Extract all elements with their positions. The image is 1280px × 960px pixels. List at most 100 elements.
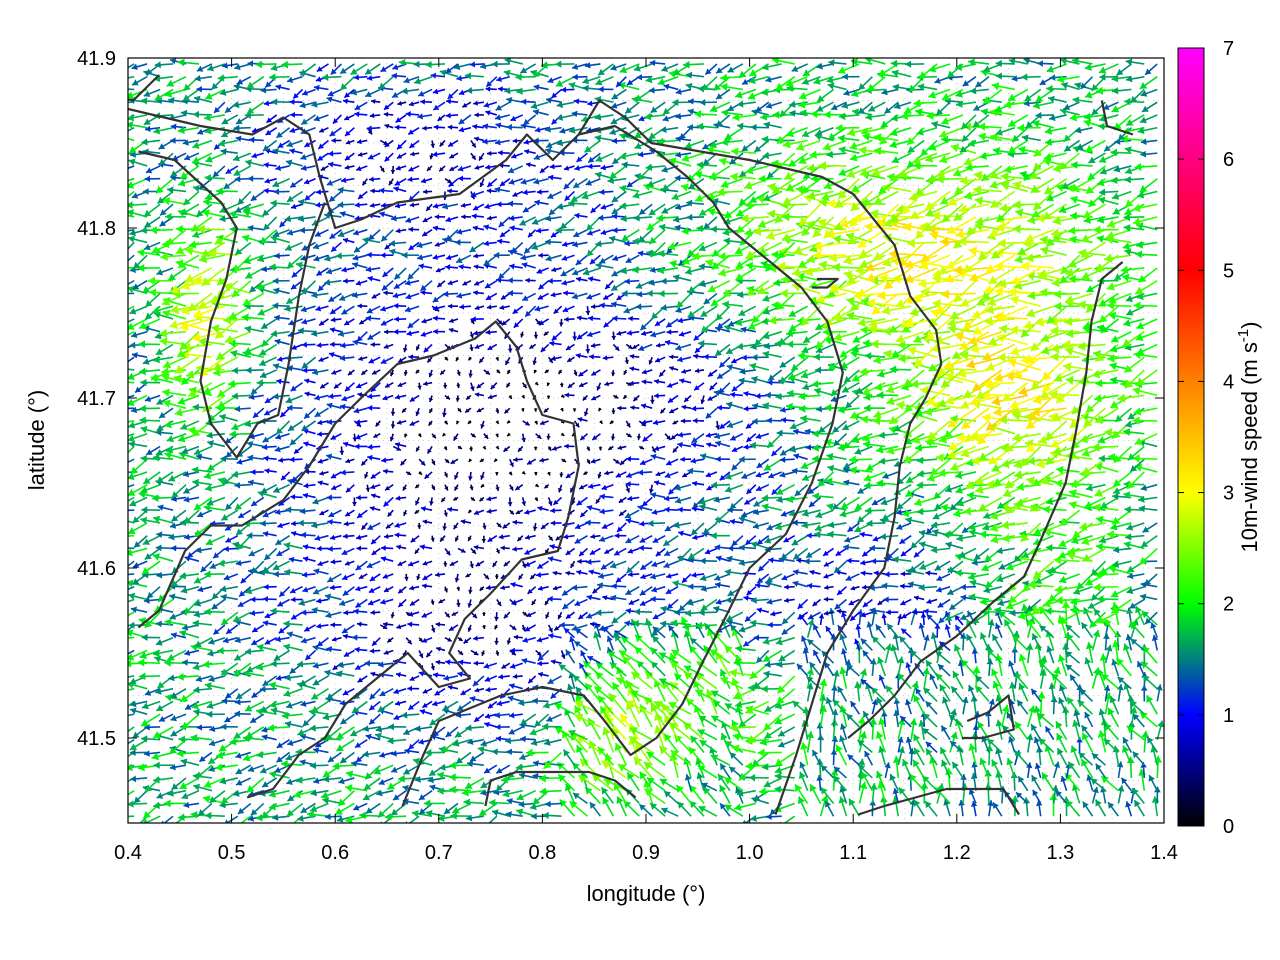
wind-arrow <box>441 700 459 712</box>
wind-arrow <box>797 611 809 620</box>
wind-arrow <box>275 636 290 643</box>
wind-arrow <box>883 596 899 603</box>
wind-arrow-head <box>944 767 953 775</box>
wind-arrow-head <box>411 809 419 818</box>
wind-arrow-head <box>205 811 212 820</box>
wind-arrow-head <box>1011 795 1019 802</box>
wind-arrow-head <box>391 808 399 816</box>
wind-arrow-head <box>234 698 241 706</box>
wind-arrow <box>304 649 317 661</box>
wind-arrow <box>484 721 498 728</box>
wind-arrow <box>197 802 213 817</box>
wind-arrow <box>565 649 576 664</box>
wind-arrow-head <box>395 700 401 706</box>
wind-arrow <box>665 586 679 595</box>
wind-arrow <box>886 623 899 639</box>
wind-arrow-head <box>612 682 620 691</box>
wind-arrow <box>926 613 938 626</box>
wind-arrow <box>285 700 303 709</box>
wind-arrow <box>373 764 394 775</box>
wind-arrow <box>757 748 782 757</box>
wind-arrow <box>860 637 873 652</box>
wind-arrow-head <box>1082 801 1089 809</box>
wind-arrow-shaft <box>128 751 135 758</box>
wind-arrow-head <box>116 781 123 788</box>
wind-arrow <box>255 813 277 822</box>
wind-arrow-head <box>861 771 869 780</box>
wind-arrow <box>283 620 303 628</box>
wind-arrow-head <box>404 576 409 581</box>
wind-arrow <box>901 611 912 619</box>
wind-arrow <box>272 814 290 821</box>
wind-arrow <box>421 700 433 709</box>
wind-arrow <box>494 624 499 630</box>
wind-arrow-head <box>247 815 255 822</box>
wind-arrow <box>696 772 705 791</box>
wind-arrow-head <box>116 802 122 809</box>
wind-arrow <box>367 598 381 606</box>
wind-arrow <box>1093 582 1119 592</box>
wind-arrow-head <box>498 674 504 680</box>
wind-arrow-head <box>1045 607 1052 615</box>
wind-arrow <box>905 699 912 715</box>
wind-arrow-head <box>496 700 503 707</box>
wind-arrow-head <box>427 776 434 784</box>
wind-arrow <box>235 688 252 700</box>
wind-arrow <box>862 598 873 608</box>
wind-arrow-head <box>506 748 513 756</box>
wind-arrow <box>362 750 381 758</box>
wind-arrow <box>824 661 835 677</box>
wind-arrow <box>714 581 731 589</box>
wind-arrow-head <box>537 660 542 667</box>
wind-arrow-head <box>634 608 641 616</box>
wind-arrow-head <box>1060 776 1067 783</box>
wind-arrow <box>467 624 472 632</box>
wind-arrow <box>650 595 666 603</box>
wind-arrow-head <box>535 571 542 578</box>
wind-arrow <box>460 688 472 696</box>
wind-arrow <box>539 787 562 796</box>
wind-arrow-head <box>659 778 668 786</box>
wind-arrow-head <box>725 596 732 604</box>
wind-arrow <box>217 559 238 567</box>
wind-arrow-head <box>892 788 899 795</box>
wind-arrow <box>825 697 835 715</box>
wind-arrow-head <box>968 788 975 795</box>
wind-arrow-head <box>128 800 134 808</box>
wind-arrow <box>920 612 927 626</box>
wind-arrow <box>846 713 860 728</box>
wind-arrow <box>480 738 498 747</box>
wind-arrow-head <box>861 584 867 590</box>
wind-arrow <box>812 649 822 664</box>
wind-arrow <box>344 560 355 566</box>
wind-arrow-head <box>1049 793 1058 801</box>
wind-arrow <box>643 761 666 779</box>
wind-arrow <box>995 719 1003 740</box>
wind-arrow-shaft <box>408 815 420 823</box>
wind-arrow <box>923 608 938 615</box>
wind-arrow <box>944 624 951 638</box>
wind-arrow-head <box>839 667 847 675</box>
wind-arrow-head <box>644 788 653 797</box>
wind-arrow <box>542 811 562 820</box>
wind-arrow <box>397 560 407 567</box>
wind-arrow-head <box>325 611 332 619</box>
wind-arrow-head <box>506 797 513 805</box>
wind-arrow <box>871 635 886 651</box>
wind-arrow <box>384 812 407 821</box>
wind-arrow <box>616 796 628 817</box>
wind-arrow <box>1125 801 1133 817</box>
wind-arrow <box>242 669 264 678</box>
wind-arrow <box>885 609 899 616</box>
wind-arrow-head <box>1071 783 1080 792</box>
wind-arrow <box>699 557 717 565</box>
wind-arrow <box>431 700 446 707</box>
wind-arrow <box>312 585 329 595</box>
wind-arrow <box>309 802 329 813</box>
wind-arrow <box>139 815 148 823</box>
wind-arrow-head <box>542 811 549 820</box>
wind-arrow-head <box>324 669 331 677</box>
wind-arrow <box>263 584 277 590</box>
wind-arrow-head <box>611 583 617 590</box>
wind-arrow-head <box>484 713 491 719</box>
